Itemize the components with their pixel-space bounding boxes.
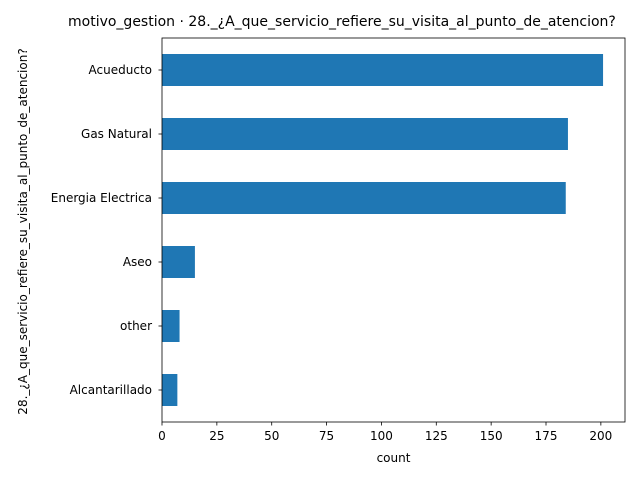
x-tick-label: 0 — [158, 429, 166, 443]
y-tick-label: Energia Electrica — [51, 191, 152, 205]
x-tick-label: 100 — [370, 429, 393, 443]
bar-alcantarillado — [162, 374, 178, 406]
bar-acueducto — [162, 54, 604, 86]
bar-other — [162, 310, 180, 342]
bar-gas-natural — [162, 118, 568, 150]
axes-group: Alcantarillado other Aseo Energia Electrica… — [51, 37, 626, 443]
y-axis-label: 28._¿A_que_servicio_refiere_su_visita_al… — [16, 48, 30, 414]
x-tick-label: 175 — [535, 429, 558, 443]
x-tick-label: 50 — [264, 429, 279, 443]
y-tick-label: Gas Natural — [81, 127, 152, 141]
x-axis-label: count — [377, 451, 411, 465]
chart-title: motivo_gestion · 28._¿A_que_servicio_ref… — [68, 14, 616, 30]
x-tick-label: 125 — [425, 429, 448, 443]
bar-energia-electrica — [162, 182, 566, 214]
y-tick-label: Aseo — [123, 255, 152, 269]
y-tick-label: Acueducto — [89, 63, 152, 77]
x-tick-label: 75 — [319, 429, 334, 443]
x-tick-label: 150 — [480, 429, 503, 443]
bars-group — [162, 54, 604, 406]
bar-aseo — [162, 246, 195, 278]
x-tick-label: 25 — [209, 429, 224, 443]
y-tick-label: other — [120, 319, 152, 333]
plot-frame — [161, 37, 626, 423]
x-tick-label: 200 — [589, 429, 612, 443]
y-tick-label: Alcantarillado — [70, 383, 152, 397]
